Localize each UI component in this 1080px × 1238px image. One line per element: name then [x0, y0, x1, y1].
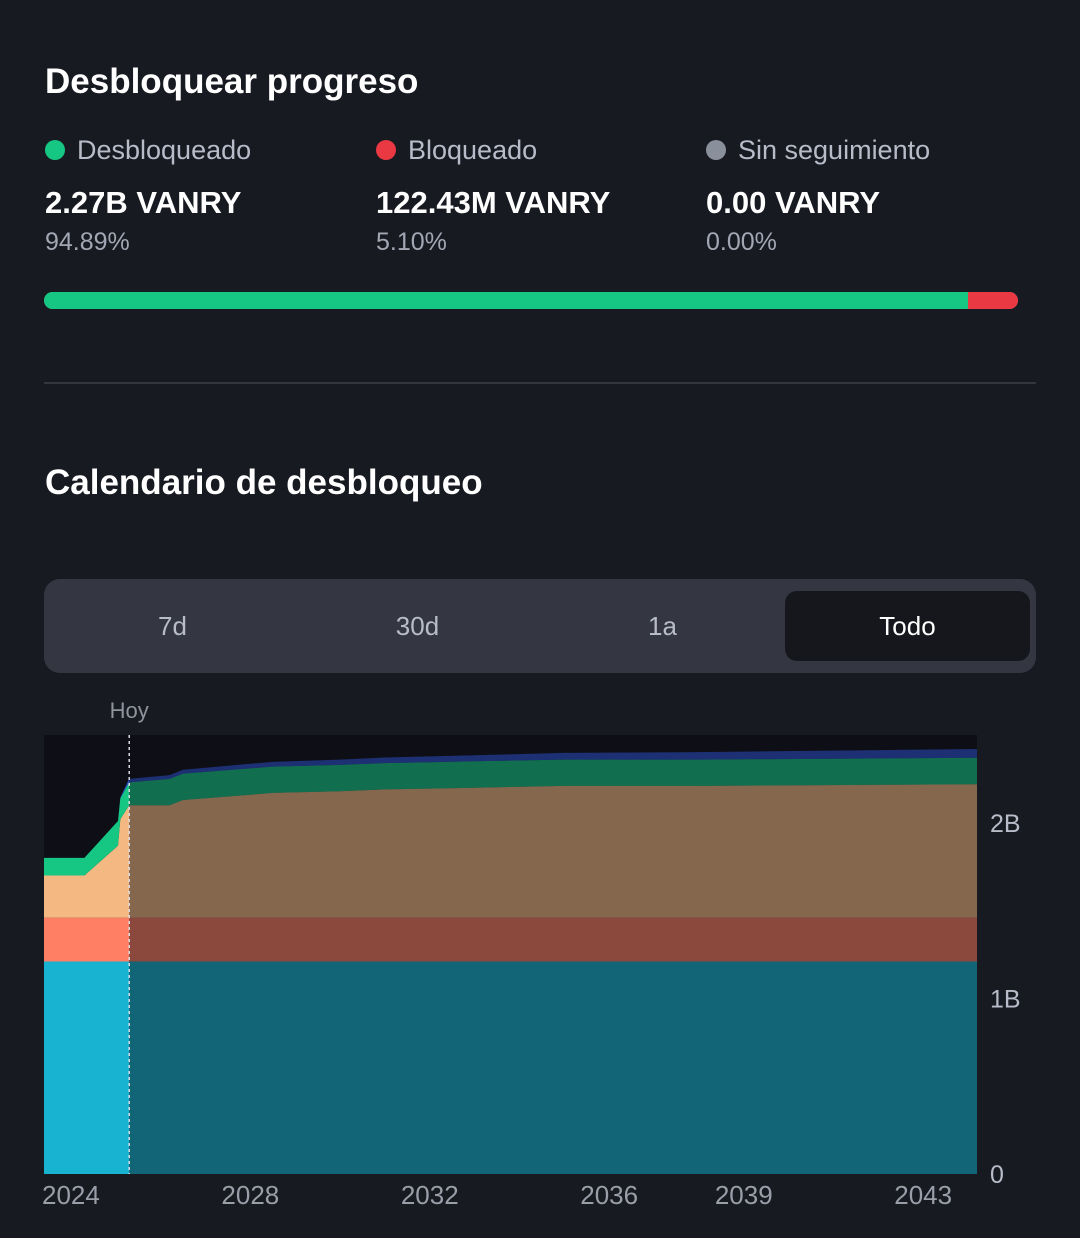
unlock-schedule-chart-svg: Hoy 0 1B 2B 2024 2028 2032 2036 2039 2043	[42, 698, 1021, 1210]
progress-bar-locked-segment	[968, 292, 1018, 309]
unlock-progress-bar	[44, 292, 1018, 309]
stat-unlocked-amount: 2.27B VANRY	[45, 185, 242, 220]
stat-unlocked-percent: 94.89%	[45, 228, 130, 256]
untracked-dot-icon	[706, 140, 726, 160]
stat-untracked-percent: 0.00%	[706, 228, 777, 256]
area-serie-2-past	[44, 917, 130, 962]
x-tick-label: 2028	[221, 1180, 279, 1210]
stat-untracked-amount: 0.00 VANRY	[706, 185, 881, 220]
x-tick-label: 2039	[715, 1180, 773, 1210]
time-range-tabs: 7d 30d 1a Todo	[44, 579, 1036, 673]
unlock-schedule-chart: Hoy 0 1B 2B 2024 2028 2032 2036 2039 2043	[0, 680, 1080, 1238]
progress-bar-unlocked-segment	[44, 292, 969, 309]
stat-locked-label: Bloqueado	[408, 134, 538, 165]
area-serie-4-future	[129, 757, 977, 806]
unlock-calendar-title: Calendario de desbloqueo	[45, 463, 483, 502]
y-tick-label: 2B	[990, 810, 1021, 838]
x-tick-label: 2043	[894, 1180, 952, 1210]
area-serie-1-past	[44, 961, 130, 1174]
area-serie-1-future	[129, 961, 977, 1174]
locked-dot-icon	[376, 140, 396, 160]
tab-7d[interactable]: 7d	[158, 610, 187, 641]
section-divider	[44, 382, 1036, 384]
unlock-progress-title: Desbloquear progreso	[45, 62, 419, 101]
area-serie-5-future	[129, 749, 977, 783]
stat-locked-amount: 122.43M VANRY	[376, 185, 611, 220]
stat-locked-percent: 5.10%	[376, 228, 447, 256]
stat-locked: Bloqueado 122.43M VANRY 5.10%	[376, 132, 696, 259]
tab-todo[interactable]: Todo	[785, 591, 1030, 661]
today-label: Hoy	[110, 698, 149, 723]
tab-1a[interactable]: 1a	[648, 610, 677, 641]
stat-unlocked-label: Desbloqueado	[77, 134, 252, 165]
stat-untracked: Sin seguimiento 0.00 VANRY 0.00%	[706, 132, 1026, 259]
y-tick-label: 0	[990, 1161, 1004, 1189]
unlocked-dot-icon	[45, 140, 65, 160]
y-tick-label: 1B	[990, 985, 1021, 1013]
stat-unlocked: Desbloqueado 2.27B VANRY 94.89%	[45, 132, 365, 259]
x-tick-label: 2036	[580, 1180, 638, 1210]
stat-untracked-label: Sin seguimiento	[738, 134, 931, 165]
x-tick-label: 2032	[401, 1180, 459, 1210]
area-serie-2-future	[129, 917, 977, 962]
tab-30d[interactable]: 30d	[395, 610, 440, 641]
area-serie-3-past	[44, 805, 130, 918]
x-tick-label: 2024	[42, 1180, 100, 1210]
area-serie-3-future	[129, 784, 977, 918]
area-serie-4-past	[44, 782, 130, 876]
